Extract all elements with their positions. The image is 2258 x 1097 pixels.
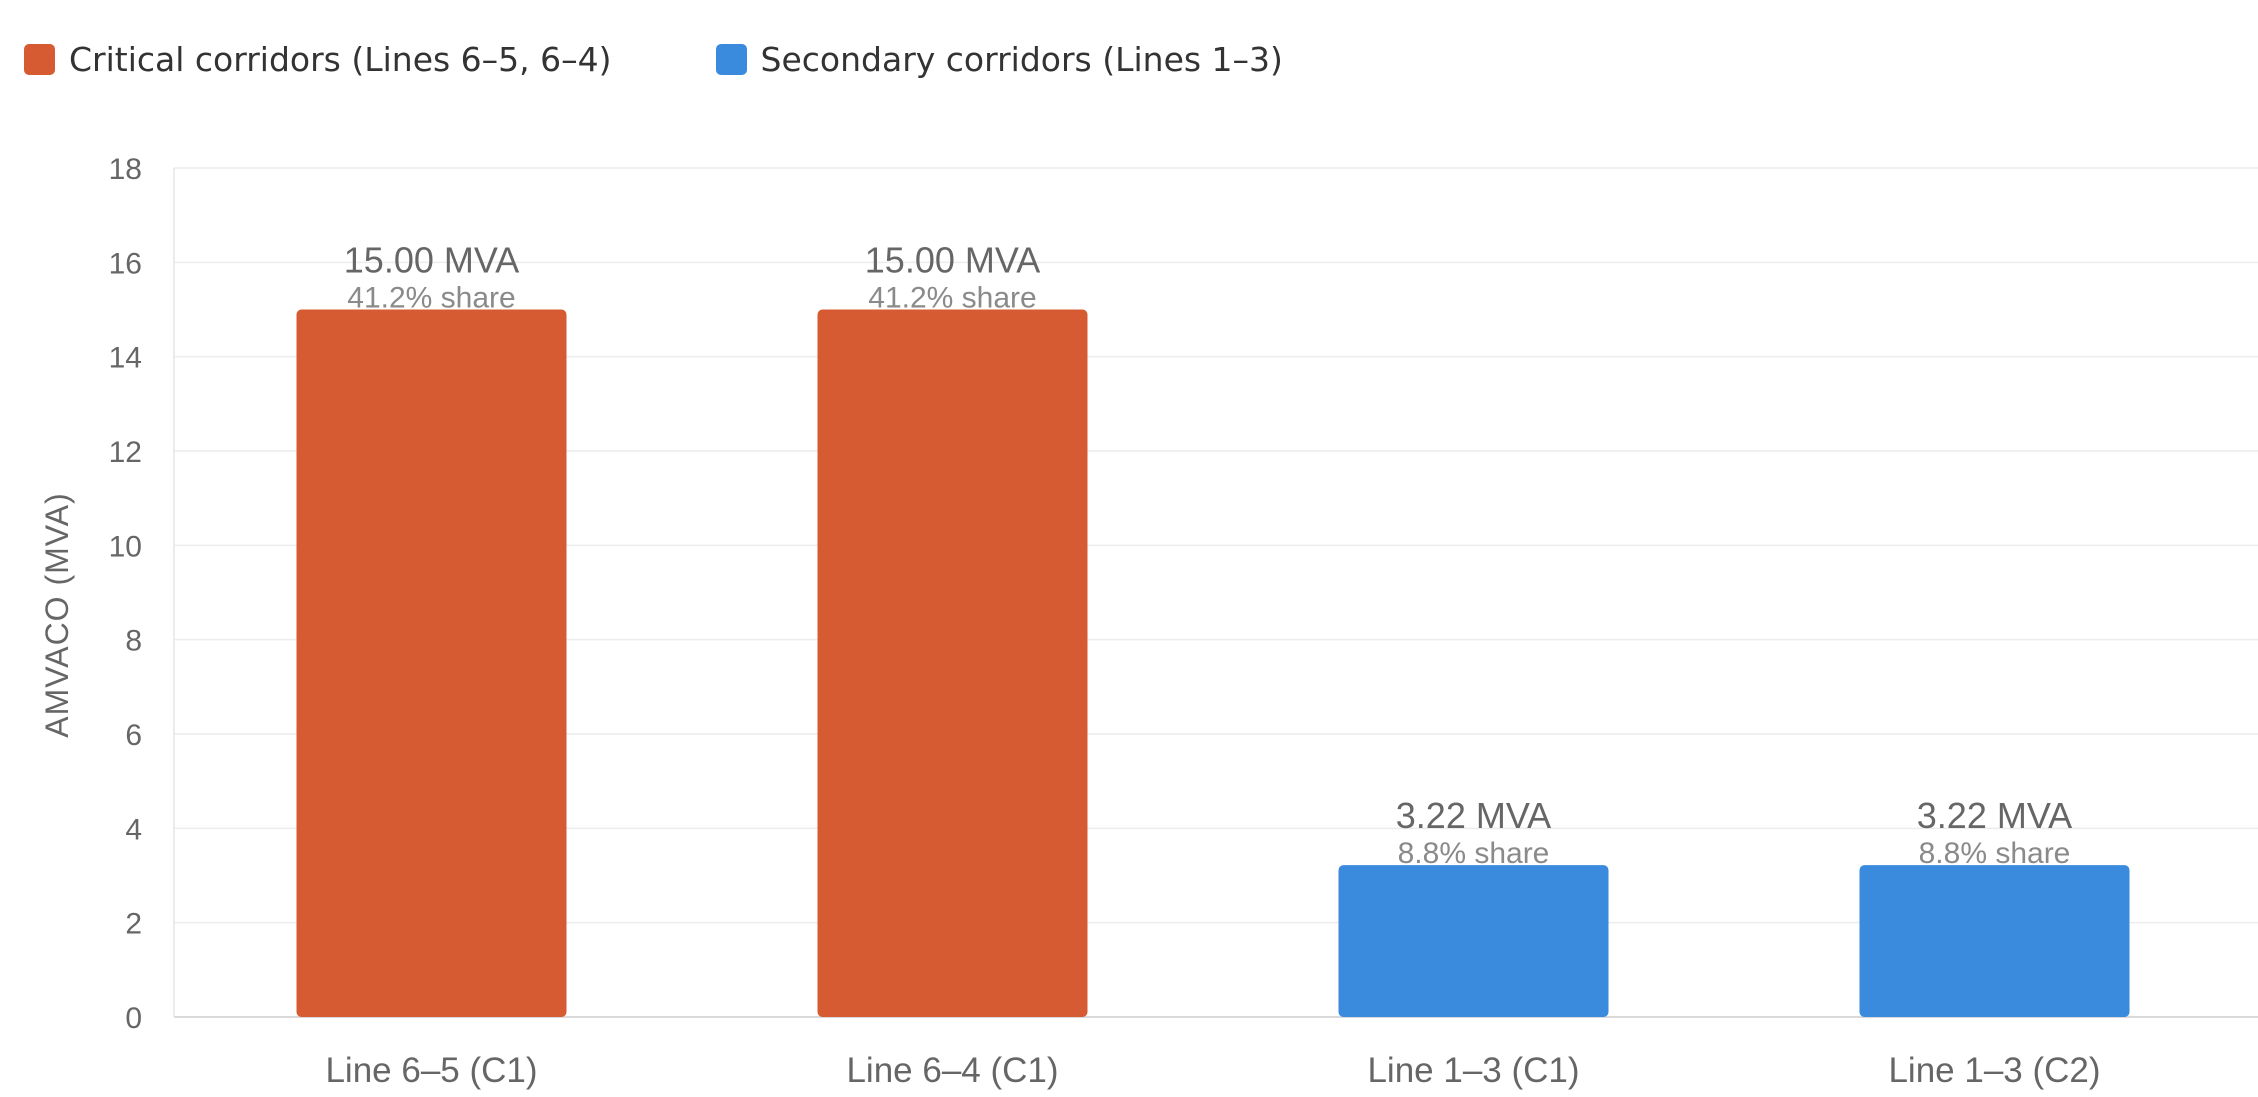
bar-value-label: 15.00 MVA [865,240,1040,281]
x-tick-label: Line 6–4 (C1) [846,1051,1058,1090]
legend-label-critical: Critical corridors (Lines 6–5, 6–4) [69,40,612,79]
y-tick-label: 8 [125,625,142,658]
y-axis-ticks: 0 2 4 6 8 10 12 14 16 18 [109,153,142,1035]
y-tick-label: 10 [109,530,142,563]
x-tick-label: Line 1–3 (C2) [1888,1051,2100,1090]
x-tick-label: Line 6–5 (C1) [325,1051,537,1090]
y-tick-label: 14 [109,342,142,375]
legend-swatch-secondary [715,44,747,75]
y-tick-label: 2 [125,908,142,941]
bar-value-label: 3.22 MVA [1396,795,1551,836]
legend-item-secondary[interactable]: Secondary corridors (Lines 1–3) [715,40,1283,79]
legend-item-critical[interactable]: Critical corridors (Lines 6–5, 6–4) [24,40,612,79]
y-axis-label: AMVACO (MVA) [39,492,75,737]
y-tick-label: 16 [109,247,142,280]
bars [296,309,2130,1018]
x-axis-ticks: Line 6–5 (C1) Line 6–4 (C1) Line 1–3 (C1) L… [325,1051,2100,1090]
bar-share-label: 8.8% share [1398,837,1550,870]
bar-value-label: 3.22 MVA [1917,795,2072,836]
bar[interactable] [1859,865,2130,1017]
bar[interactable] [817,309,1088,1018]
x-tick-label: Line 1–3 (C1) [1367,1051,1579,1090]
bar-value-label: 15.00 MVA [344,240,519,281]
bar-share-label: 41.2% share [347,282,515,315]
y-tick-label: 6 [125,719,142,752]
legend: Critical corridors (Lines 6–5, 6–4) Seco… [24,40,1387,79]
legend-label-secondary: Secondary corridors (Lines 1–3) [760,40,1283,79]
bar-share-label: 8.8% share [1919,837,2071,870]
bar[interactable] [296,309,567,1018]
legend-swatch-critical [24,44,55,75]
y-tick-label: 12 [109,436,142,469]
bar[interactable] [1338,865,1609,1017]
bar-share-label: 41.2% share [868,282,1036,315]
y-tick-label: 0 [125,1002,142,1035]
y-tick-label: 4 [125,813,142,846]
y-tick-label: 18 [109,153,142,186]
